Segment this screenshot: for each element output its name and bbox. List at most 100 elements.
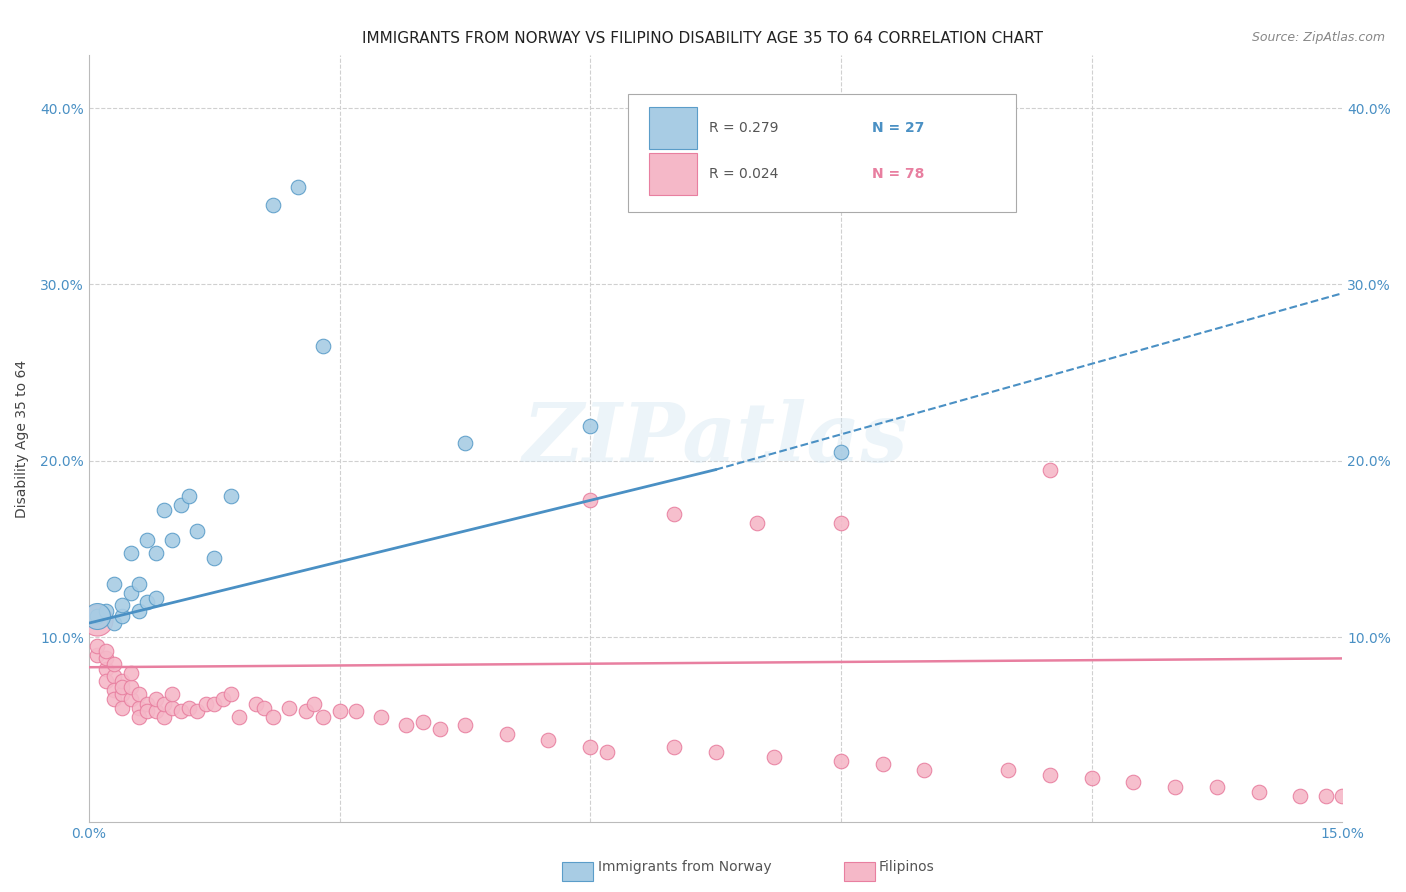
Text: IMMIGRANTS FROM NORWAY VS FILIPINO DISABILITY AGE 35 TO 64 CORRELATION CHART: IMMIGRANTS FROM NORWAY VS FILIPINO DISAB… [363, 31, 1043, 46]
Point [1315, 789, 1337, 803]
Point [537, 732, 560, 747]
Text: R = 0.279: R = 0.279 [709, 120, 779, 135]
Point [312, 339, 335, 353]
Point [94, 644, 117, 658]
Point [747, 516, 769, 530]
Point [211, 692, 233, 706]
Text: ZIPatlas: ZIPatlas [523, 399, 908, 479]
Point [103, 616, 125, 631]
Point [94, 662, 117, 676]
Point [579, 739, 602, 754]
Point [111, 680, 134, 694]
Point [120, 665, 142, 680]
Point [202, 550, 225, 565]
Point [128, 577, 150, 591]
Point [94, 604, 117, 618]
Point [412, 714, 434, 729]
Point [1039, 768, 1062, 782]
Point [429, 722, 451, 736]
Point [830, 516, 852, 530]
Point [245, 698, 267, 712]
Point [179, 701, 201, 715]
Point [872, 757, 894, 772]
Point [262, 198, 284, 212]
Point [495, 727, 517, 741]
Text: Immigrants from Norway: Immigrants from Norway [598, 860, 770, 874]
Text: Filipinos: Filipinos [879, 860, 935, 874]
Point [1080, 772, 1102, 786]
Bar [650, 153, 697, 194]
Point [1331, 789, 1354, 803]
Point [454, 718, 477, 732]
Point [153, 698, 176, 712]
Bar [650, 106, 697, 149]
Point [86, 613, 108, 627]
Point [287, 180, 309, 194]
Point [170, 498, 193, 512]
Point [662, 739, 685, 754]
Point [111, 674, 134, 689]
Point [136, 704, 159, 718]
Point [1398, 792, 1406, 806]
Point [86, 609, 108, 624]
Point [145, 704, 167, 718]
Point [128, 701, 150, 715]
Text: Source: ZipAtlas.com: Source: ZipAtlas.com [1251, 31, 1385, 45]
Point [704, 745, 727, 759]
Point [162, 701, 184, 715]
Point [145, 591, 167, 606]
Point [202, 698, 225, 712]
Point [103, 657, 125, 671]
Point [111, 687, 134, 701]
Point [86, 648, 108, 662]
Point [1372, 792, 1395, 806]
Point [145, 545, 167, 559]
Point [120, 680, 142, 694]
Point [219, 687, 242, 701]
Point [86, 609, 108, 624]
Point [111, 609, 134, 624]
Point [262, 709, 284, 723]
Point [830, 445, 852, 459]
Point [830, 754, 852, 768]
Point [162, 687, 184, 701]
Point [120, 692, 142, 706]
Point [579, 418, 602, 433]
Point [278, 701, 301, 715]
Point [1247, 785, 1270, 799]
Point [763, 750, 786, 764]
Point [295, 704, 318, 718]
Point [128, 709, 150, 723]
Point [312, 709, 335, 723]
Point [145, 692, 167, 706]
Text: N = 78: N = 78 [872, 167, 925, 181]
FancyBboxPatch shape [628, 94, 1017, 212]
Point [914, 763, 936, 777]
Point [194, 698, 217, 712]
Point [136, 595, 159, 609]
Point [579, 492, 602, 507]
Point [136, 698, 159, 712]
Point [128, 687, 150, 701]
Point [228, 709, 250, 723]
Point [1164, 780, 1187, 794]
Text: N = 27: N = 27 [872, 120, 925, 135]
Point [94, 674, 117, 689]
Point [186, 524, 208, 539]
Point [344, 704, 367, 718]
Point [1206, 780, 1229, 794]
Point [162, 533, 184, 548]
Point [253, 701, 276, 715]
Point [136, 533, 159, 548]
Y-axis label: Disability Age 35 to 64: Disability Age 35 to 64 [15, 359, 30, 518]
Point [454, 436, 477, 450]
Point [179, 489, 201, 503]
Point [170, 704, 193, 718]
Point [86, 613, 108, 627]
Point [1039, 463, 1062, 477]
Point [219, 489, 242, 503]
Point [103, 669, 125, 683]
Point [120, 586, 142, 600]
Point [103, 692, 125, 706]
Point [103, 577, 125, 591]
